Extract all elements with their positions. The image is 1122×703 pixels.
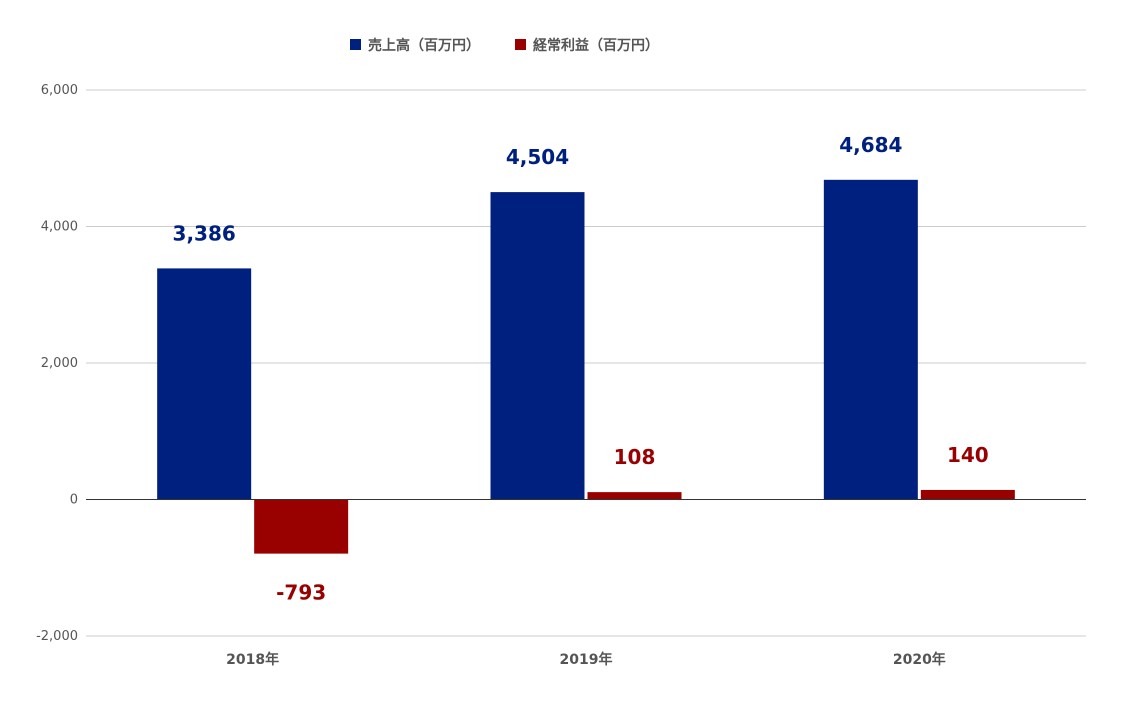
legend-swatch-ordinary-profit	[515, 39, 526, 50]
bar-sales	[490, 192, 585, 500]
legend-item-ordinary-profit: 経常利益（百万円）	[515, 37, 659, 54]
x-tick-label: 2020年	[893, 651, 946, 668]
y-tick-label: 2,000	[41, 356, 78, 371]
legend-swatch-sales	[350, 39, 361, 50]
legend-label-ordinary-profit: 経常利益（百万円）	[533, 37, 659, 54]
y-tick-label: -2,000	[36, 629, 78, 644]
x-tick-label: 2019年	[560, 651, 613, 668]
x-axis-ticks: 2018年 2019年 2020年	[226, 651, 946, 668]
bar-sales	[823, 179, 918, 500]
y-axis-ticks: -2,000 0 2,000 4,000 6,000	[36, 83, 78, 644]
y-tick-label: 4,000	[41, 220, 78, 235]
x-tick-label: 2018年	[226, 651, 279, 668]
data-label-ordinary-profit: -793	[276, 581, 326, 605]
bar-ordinary-profit	[254, 499, 349, 554]
bar-ordinary-profit	[587, 492, 682, 500]
bar-sales	[157, 268, 252, 500]
data-label-sales: 4,504	[506, 145, 569, 169]
y-tick-label: 6,000	[41, 83, 78, 98]
gridlines	[86, 89, 1086, 637]
y-tick-label: 0	[70, 493, 78, 508]
data-labels: 3,386 -793 4,504 108 4,684 140	[173, 133, 989, 605]
data-label-ordinary-profit: 140	[947, 443, 989, 467]
legend-label-sales: 売上高（百万円）	[368, 37, 480, 54]
legend: 売上高（百万円） 経常利益（百万円）	[350, 37, 659, 54]
bars	[157, 179, 1015, 554]
data-label-sales: 4,684	[839, 133, 902, 157]
data-label-ordinary-profit: 108	[614, 445, 656, 469]
bar-ordinary-profit	[920, 489, 1015, 500]
legend-item-sales: 売上高（百万円）	[350, 37, 480, 54]
data-label-sales: 3,386	[173, 221, 236, 245]
